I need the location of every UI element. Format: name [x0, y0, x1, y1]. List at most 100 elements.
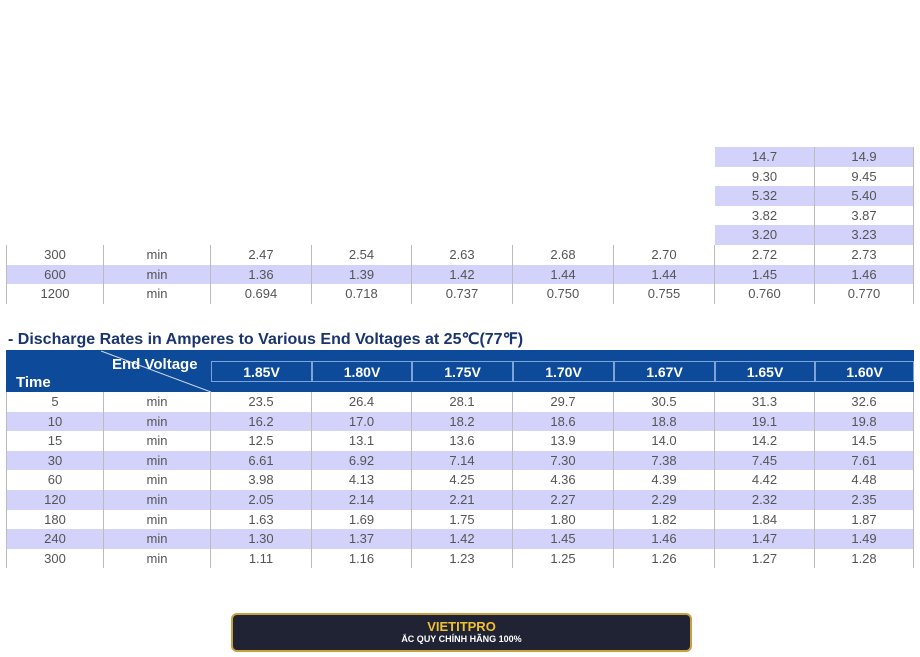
- table-cell: 4.25: [412, 470, 513, 490]
- table-cell: 19.1: [715, 411, 815, 432]
- table-cell: 1.16: [312, 548, 412, 569]
- table-cell: 60: [6, 470, 104, 490]
- header-diagonal: [100, 350, 212, 392]
- table-cell: 5: [6, 392, 104, 412]
- table-cell: 9.45: [815, 166, 914, 187]
- table-cell: 1.26: [614, 548, 715, 569]
- table-cell: 1.69: [312, 509, 412, 530]
- table-cell: 1.45: [715, 264, 815, 285]
- table-cell: 18.8: [614, 411, 715, 432]
- table-cell: 14.9: [815, 147, 914, 167]
- table-cell: 14.5: [815, 431, 914, 451]
- table-cell: 2.21: [412, 490, 513, 510]
- table-cell: 1.82: [614, 509, 715, 530]
- table-cell: 1.27: [715, 548, 815, 569]
- table-cell: 16.2: [211, 411, 312, 432]
- table-cell: 4.36: [513, 470, 614, 490]
- table-cell: min: [104, 509, 211, 530]
- table-cell: 1.75V: [412, 361, 513, 382]
- table-cell: min: [104, 450, 211, 471]
- table-cell: 32.6: [815, 392, 914, 412]
- table-cell: 6.61: [211, 450, 312, 471]
- table-cell: 1.63: [211, 509, 312, 530]
- table-cell: 4.48: [815, 470, 914, 490]
- table-cell: 1.49: [815, 529, 914, 549]
- table-cell: 1.42: [412, 529, 513, 549]
- table-cell: 180: [6, 509, 104, 530]
- table-cell: 2.05: [211, 490, 312, 510]
- table-cell: 2.73: [815, 245, 914, 265]
- table-cell: 1.46: [815, 264, 914, 285]
- table-cell: 300: [6, 245, 104, 265]
- table-cell: 7.45: [715, 450, 815, 471]
- table-cell: 3.82: [715, 205, 815, 226]
- table-cell: 1.28: [815, 548, 914, 569]
- table-cell: 30: [6, 450, 104, 471]
- corner-top: End Voltage: [112, 356, 198, 373]
- table-cell: 2.27: [513, 490, 614, 510]
- table-cell: 0.694: [211, 284, 312, 304]
- table-cell: min: [104, 431, 211, 451]
- table-cell: 29.7: [513, 392, 614, 412]
- table-title: - Discharge Rates in Amperes to Various …: [8, 331, 524, 348]
- table-cell: min: [104, 411, 211, 432]
- table-cell: 28.1: [412, 392, 513, 412]
- table-cell: 300: [6, 548, 104, 569]
- table-cell: 1.30: [211, 529, 312, 549]
- table-cell: 1.67V: [614, 361, 715, 382]
- table-cell: 18.2: [412, 411, 513, 432]
- table-cell: 1.42: [412, 264, 513, 285]
- table-cell: 6.92: [312, 450, 412, 471]
- table-cell: 120: [6, 490, 104, 510]
- table-cell: 3.23: [815, 225, 914, 245]
- table-cell: 4.42: [715, 470, 815, 490]
- table-cell: 1.60V: [815, 361, 914, 382]
- banner: VIETITPRO ẮC QUY CHÍNH HÃNG 100%: [231, 613, 692, 652]
- table-cell: 9.30: [715, 166, 815, 187]
- table-header: End Voltage Time: [6, 350, 914, 392]
- table-cell: 1.44: [614, 264, 715, 285]
- table-cell: 1.84: [715, 509, 815, 530]
- table-cell: 2.68: [513, 245, 614, 265]
- table-cell: 0.750: [513, 284, 614, 304]
- table-cell: 13.6: [412, 431, 513, 451]
- table-cell: min: [104, 284, 211, 304]
- table-cell: 3.87: [815, 205, 914, 226]
- corner-bottom: Time: [16, 374, 51, 391]
- table-cell: 0.770: [815, 284, 914, 304]
- table-cell: 2.29: [614, 490, 715, 510]
- banner-brand: VIETITPRO: [427, 619, 496, 634]
- table-cell: 5.32: [715, 186, 815, 206]
- table-cell: 15: [6, 431, 104, 451]
- table-cell: 1.75: [412, 509, 513, 530]
- table-cell: 1.65V: [715, 361, 815, 382]
- table-cell: min: [104, 245, 211, 265]
- table-cell: 0.737: [412, 284, 513, 304]
- table-cell: 7.14: [412, 450, 513, 471]
- table-cell: 1.47: [715, 529, 815, 549]
- table-cell: 14.2: [715, 431, 815, 451]
- table-cell: 1.37: [312, 529, 412, 549]
- table-cell: 0.760: [715, 284, 815, 304]
- table-cell: 1.25: [513, 548, 614, 569]
- table-cell: 1200: [6, 284, 104, 304]
- table-cell: 7.30: [513, 450, 614, 471]
- table-cell: 14.0: [614, 431, 715, 451]
- table-cell: 13.1: [312, 431, 412, 451]
- table-cell: 0.755: [614, 284, 715, 304]
- table-cell: 1.87: [815, 509, 914, 530]
- table-cell: 4.39: [614, 470, 715, 490]
- table-cell: 2.47: [211, 245, 312, 265]
- table-cell: min: [104, 470, 211, 490]
- table-cell: 1.44: [513, 264, 614, 285]
- table-cell: 1.46: [614, 529, 715, 549]
- table-cell: 7.61: [815, 450, 914, 471]
- table-cell: 1.45: [513, 529, 614, 549]
- table-cell: min: [104, 529, 211, 549]
- table-cell: 7.38: [614, 450, 715, 471]
- table-cell: 2.54: [312, 245, 412, 265]
- table-cell: 1.36: [211, 264, 312, 285]
- table-cell: 2.63: [412, 245, 513, 265]
- table-cell: 600: [6, 264, 104, 285]
